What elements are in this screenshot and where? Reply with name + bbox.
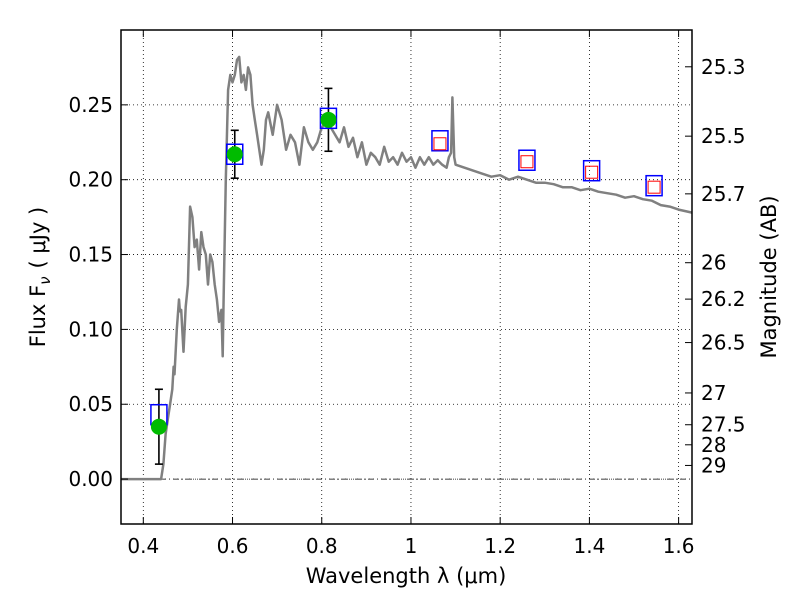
y-tick-label: 0.05 xyxy=(68,392,113,416)
y-tick-label: 0.25 xyxy=(68,93,113,117)
model-photometry-square xyxy=(431,130,449,152)
photometry-marks xyxy=(150,87,663,465)
magnitude-tick-label: 27.5 xyxy=(701,413,746,437)
magnitude-tick-label: 26 xyxy=(701,251,726,275)
x-axis-ticks: 0.4 0.6 0.8 1 1.2 1.4 1.6 xyxy=(127,30,695,558)
x-tick-label: 0.4 xyxy=(127,534,159,558)
magnitude-tick-label: 25.3 xyxy=(701,55,746,79)
x-tick-label: 1.6 xyxy=(663,534,695,558)
predicted-photometry-square xyxy=(647,180,661,194)
y-tick-label: 0.10 xyxy=(68,317,113,341)
magnitude-tick-label: 25.5 xyxy=(701,124,746,148)
magnitude-tick-label: 26.2 xyxy=(701,287,746,311)
x-axis-label: Wavelength λ (μm) xyxy=(306,564,507,588)
y-axis-label-flux: Flux F xyxy=(26,285,50,347)
magnitude-tick-label: 25.7 xyxy=(701,182,746,206)
observed-photometry-point xyxy=(226,146,243,163)
model-photometry-square xyxy=(319,107,338,130)
model-photometry-square xyxy=(645,174,663,197)
magnitude-tick-label: 28 xyxy=(701,433,726,457)
y-axis-ticks: 0.00 0.05 0.10 0.15 0.20 0.25 xyxy=(68,93,128,491)
y-tick-label: 0.00 xyxy=(68,467,113,491)
magnitude-axis-label: Magnitude (AB) xyxy=(757,195,781,358)
predicted-photometry-square xyxy=(433,137,447,151)
y-axis-label: Flux Fν ( μJy ) xyxy=(26,207,54,348)
x-tick-label: 0.6 xyxy=(217,534,249,558)
observed-photometry-point xyxy=(320,111,337,128)
x-tick-label: 1 xyxy=(405,534,418,558)
y-axis-label-subscript: ν xyxy=(36,276,54,284)
model-sed-curve xyxy=(121,55,693,481)
predicted-photometry-square xyxy=(520,155,534,169)
y-axis-label-unit: ( μJy ) xyxy=(26,207,50,269)
y-tick-label: 0.15 xyxy=(68,243,113,267)
model-photometry-square xyxy=(582,159,601,182)
model-photometry-square xyxy=(518,149,536,171)
x-tick-label: 0.8 xyxy=(306,534,338,558)
observed-photometry-point xyxy=(150,418,167,435)
magnitude-tick-label: 27 xyxy=(701,381,726,405)
y-tick-label: 0.20 xyxy=(68,168,113,192)
magnitude-tick-label: 29 xyxy=(701,453,726,477)
x-tick-label: 1.2 xyxy=(484,534,516,558)
x-tick-label: 1.4 xyxy=(573,534,605,558)
magnitude-tick-label: 26.5 xyxy=(701,331,746,355)
predicted-photometry-square xyxy=(585,165,599,179)
plot-frame xyxy=(120,29,693,525)
